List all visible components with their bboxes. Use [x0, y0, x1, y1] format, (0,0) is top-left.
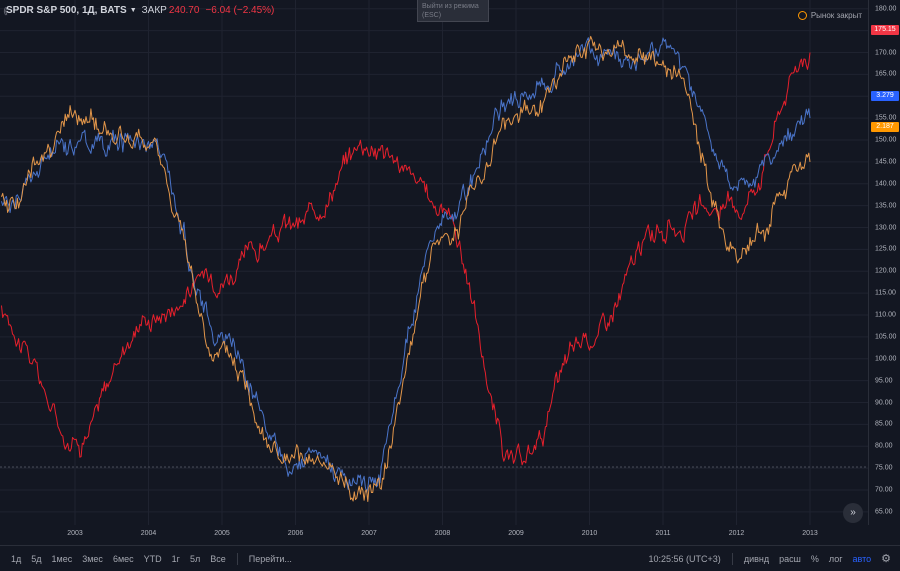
series-line-1[interactable] — [1, 52, 811, 466]
time-tick-label: 2012 — [728, 530, 745, 537]
range-button[interactable]: YTD — [143, 553, 162, 564]
price-tick-label: 90.00 — [875, 399, 893, 406]
price-tick-label: 85.00 — [875, 420, 893, 428]
time-tick-label: 2009 — [508, 530, 524, 537]
range-button[interactable]: 1д — [11, 553, 22, 564]
price-tick-label: 135.00 — [875, 202, 897, 210]
price-tick-label: 120.00 — [875, 267, 897, 275]
market-status: Рынок закрыт — [797, 11, 862, 20]
range-button[interactable]: 1мес — [51, 553, 73, 564]
price-tick-label: 95.00 — [875, 377, 893, 385]
range-button[interactable]: Все — [210, 553, 226, 564]
divider — [236, 552, 238, 565]
close-value: 240.70 — [168, 5, 200, 16]
time-tick-label: 2004 — [140, 530, 157, 537]
extended-hours-toggle[interactable]: расш — [779, 553, 801, 564]
price-tag: 3.279 — [871, 91, 899, 102]
bottom-toolbar: 1д 5д 1мес 3мес 6мес YTD 1г 5л Все Перейти... 10… — [0, 545, 900, 571]
clock-icon — [797, 11, 807, 20]
range-buttons: 1д 5д 1мес 3мес 6мес YTD 1г 5л Все — [6, 554, 231, 564]
time-axis[interactable]: 2003 2004 2005 2006 2007 2008 2009 2010 2011 2012… — [0, 525, 868, 545]
price-tick-label: 125.00 — [875, 245, 897, 253]
market-status-label: Рынок закрыт — [810, 11, 862, 20]
price-tick-label: 140.00 — [875, 180, 897, 188]
chart-legend: SPDR S&P 500, 1Д, BATS ▼ ЗАКР 240.70 −6.… — [6, 5, 274, 16]
price-change: −6.04 (−2.45%) — [205, 5, 275, 16]
time-tick-label: 2008 — [434, 530, 451, 537]
price-tick-label: 80.00 — [875, 442, 893, 450]
time-tick-label: 2006 — [287, 530, 304, 537]
close-label: ЗАКР — [141, 5, 167, 16]
time-tick-label: 2010 — [581, 530, 598, 537]
price-tick-label: 150.00 — [875, 136, 897, 144]
price-tick-label: 170.00 — [875, 49, 897, 56]
time-tick-label: 2003 — [67, 530, 83, 537]
scroll-to-realtime-button[interactable]: » — [843, 503, 863, 523]
exit-fullscreen-tooltip[interactable]: Выйти из режима (ESC) — [417, 0, 489, 22]
price-tick-label: 180.00 — [875, 5, 897, 13]
range-button[interactable]: 5д — [31, 553, 42, 564]
price-tag: 175.15 — [871, 24, 899, 35]
series-line-2[interactable] — [1, 37, 811, 493]
series-layer — [1, 35, 811, 502]
time-tick-label: 2013 — [802, 530, 818, 537]
dividends-toggle[interactable]: дивнд — [743, 553, 770, 564]
price-tick-label: 155.00 — [875, 114, 897, 122]
range-button[interactable]: 6мес — [112, 553, 134, 564]
time-tick-label: 2011 — [655, 530, 671, 537]
range-button[interactable]: 1г — [171, 553, 180, 564]
collapse-legend-icon[interactable]: ⟪ — [3, 6, 9, 16]
price-tick-label: 65.00 — [875, 508, 893, 516]
price-tick-label: 75.00 — [875, 464, 893, 472]
time-tick-label: 2005 — [214, 530, 230, 537]
price-tick-label: 115.00 — [875, 289, 896, 297]
gear-icon[interactable]: ⚙ — [881, 553, 891, 565]
auto-scale-toggle[interactable]: авто — [852, 553, 872, 564]
price-tick-label: 70.00 — [875, 486, 893, 494]
price-tick-label: 165.00 — [875, 70, 897, 78]
price-axis[interactable]: 180.00175.00170.00165.00160.00155.00150.… — [868, 0, 900, 525]
range-button[interactable]: 5л — [189, 553, 201, 564]
series-line-3[interactable] — [1, 35, 811, 502]
percent-scale-toggle[interactable]: % — [810, 553, 819, 564]
price-tick-label: 100.00 — [875, 355, 897, 363]
price-tick-label: 110.00 — [875, 311, 896, 319]
clock-time[interactable]: 10:25:56 (UTC+3) — [648, 553, 721, 564]
time-tick-label: 2007 — [361, 530, 377, 537]
goto-date-button[interactable]: Перейти... — [248, 553, 292, 564]
chart-plot-area[interactable] — [0, 0, 868, 525]
chevron-down-icon[interactable]: ▼ — [129, 7, 137, 14]
price-tick-label: 145.00 — [875, 158, 897, 166]
log-scale-toggle[interactable]: лог — [828, 553, 843, 564]
divider — [731, 552, 733, 565]
price-tick-label: 130.00 — [875, 224, 897, 231]
chart-grid — [0, 0, 868, 525]
double-chevron-right-icon: » — [850, 507, 856, 518]
price-tick-label: 105.00 — [875, 333, 897, 341]
symbol-title[interactable]: SPDR S&P 500, 1Д, BATS — [6, 5, 127, 16]
price-tag: 2.187 — [871, 121, 899, 132]
range-button[interactable]: 3мес — [82, 553, 103, 564]
